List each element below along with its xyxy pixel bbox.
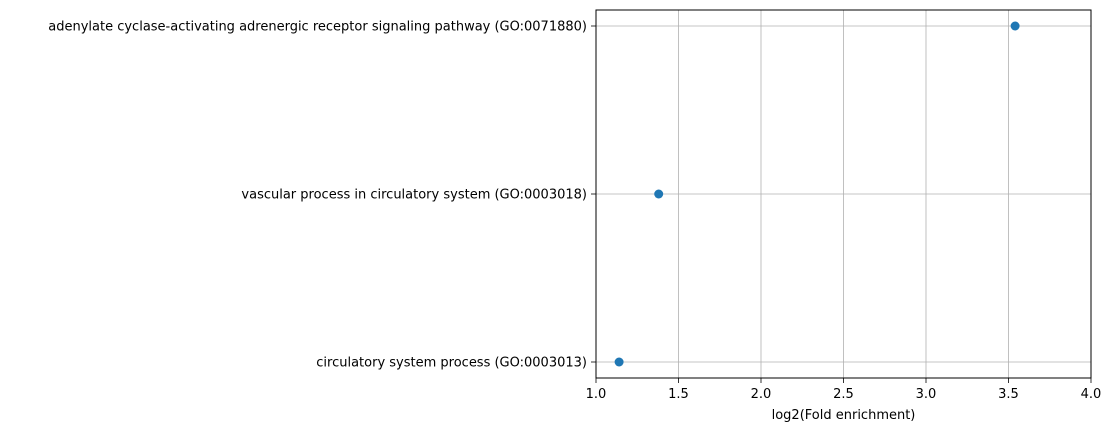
x-tick-label: 2.0: [751, 387, 772, 402]
x-tick-label: 3.5: [998, 387, 1019, 402]
x-tick-label: 2.5: [833, 387, 854, 402]
y-axis: circulatory system process (GO:0003013) v…: [48, 20, 596, 371]
data-point: [1010, 21, 1020, 31]
x-tick-label: 3.0: [916, 387, 937, 402]
data-point: [654, 189, 664, 199]
x-tick-label: 4.0: [1081, 387, 1102, 402]
data-points: [614, 21, 1020, 367]
data-point: [614, 357, 624, 367]
x-axis: 1.0 1.5 2.0 2.5 3.0 3.5 4.0: [586, 378, 1102, 402]
x-tick-label: 1.5: [668, 387, 689, 402]
y-tick-label: adenylate cyclase-activating adrenergic …: [48, 20, 587, 35]
grid: [595, 10, 1092, 378]
y-tick-label: circulatory system process (GO:0003013): [316, 356, 587, 371]
x-axis-label: log2(Fold enrichment): [772, 408, 916, 423]
y-tick-label: vascular process in circulatory system (…: [241, 188, 587, 203]
x-tick-label: 1.0: [586, 387, 607, 402]
